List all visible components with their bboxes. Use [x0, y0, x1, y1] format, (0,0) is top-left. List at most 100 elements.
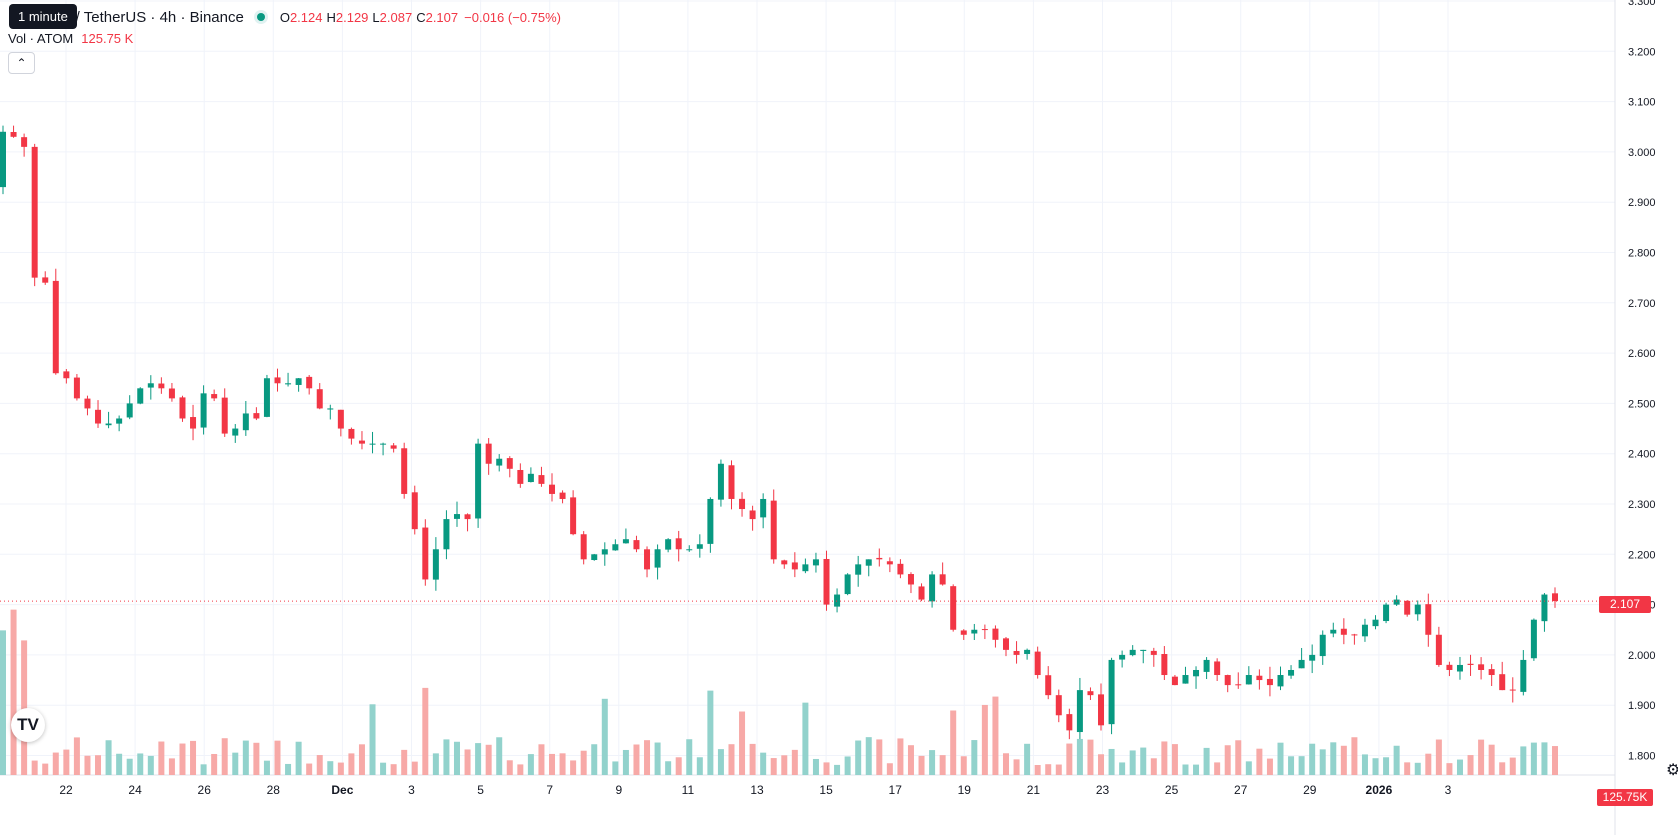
candle-body: [1393, 599, 1400, 605]
price-tick-label: 2.800: [1628, 248, 1656, 260]
time-tick-label: 28: [267, 783, 281, 797]
volume-bar: [823, 762, 830, 775]
volume-bar: [1309, 743, 1316, 775]
candle-body: [802, 564, 809, 572]
candle-body: [1277, 675, 1284, 687]
volume-bar: [1361, 754, 1368, 775]
volume-bar: [728, 744, 735, 775]
candle-body: [834, 594, 841, 607]
volume-bar: [411, 761, 418, 775]
candle-body: [1520, 659, 1527, 692]
volume-bar: [390, 764, 397, 775]
volume-bar: [337, 762, 344, 775]
candle-body: [559, 492, 566, 499]
candle-body: [728, 465, 735, 499]
volume-bar: [855, 740, 862, 775]
candle-body: [337, 409, 344, 429]
volume-bar: [686, 739, 693, 775]
open-label: O: [279, 9, 290, 25]
price-tick-label: 1.800: [1628, 751, 1656, 763]
candle-body: [232, 428, 239, 436]
volume-bar: [358, 744, 365, 775]
candle-body: [263, 378, 270, 417]
volume-bar: [675, 757, 682, 775]
candle-body: [1119, 654, 1126, 660]
candle-body: [812, 559, 819, 566]
tradingview-logo-icon[interactable]: TV: [11, 708, 45, 742]
volume-bar: [1193, 764, 1200, 775]
volume-bar: [253, 742, 260, 775]
volume-bar: [158, 741, 165, 775]
volume-bar: [1509, 757, 1516, 775]
volume-bar: [190, 740, 197, 775]
candle-body: [211, 394, 218, 399]
candle-body: [844, 574, 851, 595]
candle-body: [190, 417, 197, 429]
candle-body: [644, 549, 651, 570]
candle-body: [147, 383, 154, 388]
settings-gear-icon[interactable]: ⚙: [1666, 762, 1678, 779]
volume-bar: [1087, 739, 1094, 775]
candle-body: [960, 630, 967, 635]
volume-bar: [517, 764, 524, 775]
volume-bar: [295, 741, 302, 775]
close-label: C: [416, 9, 426, 25]
volume-bar: [221, 738, 228, 775]
price-tick-label: 1.900: [1628, 700, 1656, 712]
volume-legend: Vol · ATOM 125.75 K: [8, 31, 133, 46]
volume-bar: [316, 755, 323, 775]
volume-bar: [570, 760, 577, 775]
volume-bar: [907, 745, 914, 775]
volume-bar: [1552, 746, 1558, 775]
volume-bar: [644, 740, 651, 775]
candle-body: [42, 277, 49, 283]
candle-body: [200, 393, 207, 428]
volume-bar: [63, 749, 70, 775]
candle-body: [1161, 654, 1168, 676]
candle-body: [1456, 664, 1463, 672]
candle-body: [1013, 650, 1020, 655]
low-value: 2.087: [379, 9, 413, 25]
volume-bar: [1055, 764, 1062, 775]
symbol-title[interactable]: s / TetherUS · 4h · Binance: [64, 8, 244, 26]
time-tick-label: 3: [408, 783, 415, 797]
volume-label: Vol · ATOM: [8, 31, 74, 46]
candle-body: [73, 377, 80, 399]
candle-body: [971, 629, 978, 634]
candle-body: [253, 413, 260, 419]
candle-body: [506, 458, 513, 469]
candle-body: [654, 549, 661, 568]
candle-body: [770, 500, 777, 560]
volume-bar: [1161, 741, 1168, 775]
candle-body: [1266, 678, 1273, 686]
volume-bar: [369, 704, 376, 775]
volume-bar: [84, 755, 91, 775]
volume-bar: [696, 757, 703, 775]
candle-body: [760, 498, 767, 518]
collapse-legend-button[interactable]: ⌃: [8, 52, 35, 74]
current-volume-label: 125.75K: [1597, 789, 1653, 806]
volume-bar: [1530, 742, 1537, 775]
candle-body: [31, 146, 38, 278]
candle-body: [739, 498, 746, 510]
candle-body: [591, 554, 598, 561]
candle-body: [580, 534, 587, 560]
volume-bar: [760, 752, 767, 775]
volume-bar: [1383, 757, 1390, 775]
candle-body: [10, 132, 17, 137]
volume-bar: [791, 749, 798, 775]
volume-bar: [1330, 742, 1337, 775]
volume-bar: [137, 753, 144, 775]
candle-body: [1319, 634, 1326, 657]
candle-body: [453, 514, 460, 519]
time-tick-label: 11: [682, 783, 695, 797]
volume-bar: [116, 753, 123, 775]
volume-bar: [1298, 756, 1305, 775]
candle-body: [1087, 691, 1094, 696]
candle-body: [791, 562, 798, 570]
time-tick-label: 25: [1165, 783, 1179, 797]
candle-body: [1214, 661, 1221, 676]
candle-body: [1509, 689, 1516, 691]
